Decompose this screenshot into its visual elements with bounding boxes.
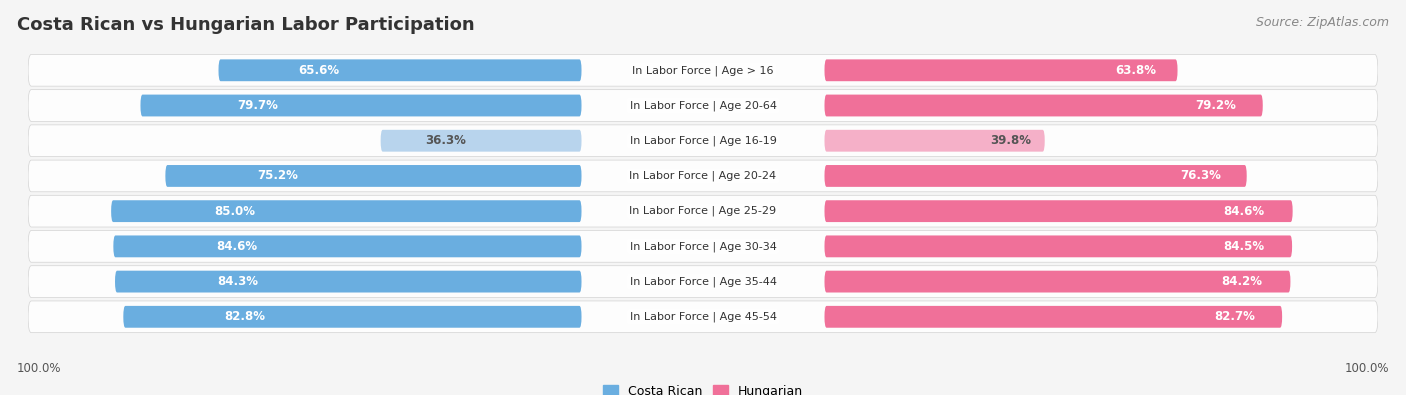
FancyBboxPatch shape <box>28 301 1378 333</box>
FancyBboxPatch shape <box>115 271 582 293</box>
Text: 82.7%: 82.7% <box>1213 310 1254 324</box>
FancyBboxPatch shape <box>218 59 582 81</box>
FancyBboxPatch shape <box>824 94 1263 117</box>
FancyBboxPatch shape <box>824 271 1291 293</box>
Legend: Costa Rican, Hungarian: Costa Rican, Hungarian <box>603 385 803 395</box>
FancyBboxPatch shape <box>111 200 582 222</box>
Text: In Labor Force | Age 20-64: In Labor Force | Age 20-64 <box>630 100 776 111</box>
Text: 85.0%: 85.0% <box>215 205 256 218</box>
Text: 79.2%: 79.2% <box>1195 99 1236 112</box>
Text: 84.3%: 84.3% <box>218 275 259 288</box>
FancyBboxPatch shape <box>824 306 1282 328</box>
Text: 100.0%: 100.0% <box>1344 362 1389 375</box>
Text: In Labor Force | Age > 16: In Labor Force | Age > 16 <box>633 65 773 75</box>
FancyBboxPatch shape <box>124 306 582 328</box>
Text: 84.5%: 84.5% <box>1223 240 1264 253</box>
FancyBboxPatch shape <box>141 94 582 117</box>
Text: Source: ZipAtlas.com: Source: ZipAtlas.com <box>1256 16 1389 29</box>
FancyBboxPatch shape <box>28 231 1378 262</box>
FancyBboxPatch shape <box>28 90 1378 121</box>
FancyBboxPatch shape <box>824 165 1247 187</box>
Text: In Labor Force | Age 25-29: In Labor Force | Age 25-29 <box>630 206 776 216</box>
FancyBboxPatch shape <box>28 266 1378 297</box>
FancyBboxPatch shape <box>824 130 1045 152</box>
FancyBboxPatch shape <box>114 235 582 257</box>
FancyBboxPatch shape <box>28 55 1378 86</box>
Text: 75.2%: 75.2% <box>257 169 298 182</box>
Text: In Labor Force | Age 16-19: In Labor Force | Age 16-19 <box>630 135 776 146</box>
FancyBboxPatch shape <box>28 195 1378 227</box>
FancyBboxPatch shape <box>28 160 1378 192</box>
FancyBboxPatch shape <box>824 200 1292 222</box>
Text: 39.8%: 39.8% <box>990 134 1032 147</box>
FancyBboxPatch shape <box>166 165 582 187</box>
Text: 84.6%: 84.6% <box>217 240 257 253</box>
FancyBboxPatch shape <box>28 125 1378 156</box>
FancyBboxPatch shape <box>824 59 1178 81</box>
Text: 36.3%: 36.3% <box>425 134 465 147</box>
Text: In Labor Force | Age 30-34: In Labor Force | Age 30-34 <box>630 241 776 252</box>
Text: 63.8%: 63.8% <box>1115 64 1156 77</box>
Text: 84.6%: 84.6% <box>1223 205 1264 218</box>
Text: 65.6%: 65.6% <box>298 64 339 77</box>
Text: 79.7%: 79.7% <box>238 99 278 112</box>
FancyBboxPatch shape <box>381 130 582 152</box>
Text: Costa Rican vs Hungarian Labor Participation: Costa Rican vs Hungarian Labor Participa… <box>17 16 474 34</box>
Text: In Labor Force | Age 45-54: In Labor Force | Age 45-54 <box>630 312 776 322</box>
Text: In Labor Force | Age 20-24: In Labor Force | Age 20-24 <box>630 171 776 181</box>
Text: 84.2%: 84.2% <box>1222 275 1263 288</box>
Text: In Labor Force | Age 35-44: In Labor Force | Age 35-44 <box>630 276 776 287</box>
FancyBboxPatch shape <box>824 235 1292 257</box>
Text: 100.0%: 100.0% <box>17 362 62 375</box>
Text: 76.3%: 76.3% <box>1181 169 1222 182</box>
Text: 82.8%: 82.8% <box>224 310 266 324</box>
